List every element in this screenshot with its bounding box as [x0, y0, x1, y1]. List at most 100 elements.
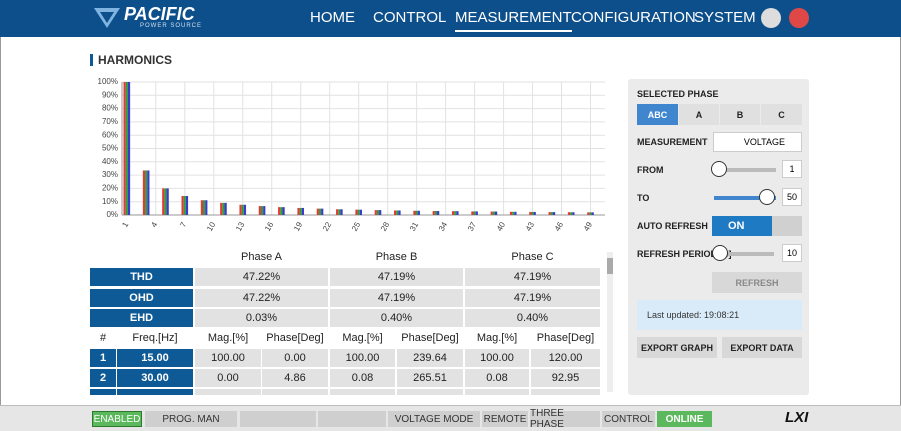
phase-option[interactable]: B [720, 104, 760, 125]
label: FROM [637, 165, 664, 175]
column-header: Phase[Deg] [536, 332, 595, 344]
y-tick-label: 30% [102, 170, 118, 179]
scrollbar[interactable] [607, 252, 613, 392]
toggle[interactable]: ON [712, 216, 802, 236]
summary-cell: 47.19% [330, 268, 463, 286]
logo: PACIFIC [124, 4, 195, 24]
y-tick-label: 0% [106, 210, 118, 219]
bar [280, 207, 283, 215]
x-tick-label: 40 [495, 220, 508, 233]
toggle-on[interactable]: ON [712, 216, 772, 236]
harmonic-cell: 92.95 [531, 369, 600, 387]
bar [183, 195, 186, 215]
nav-item[interactable]: HOME [310, 9, 355, 26]
x-tick-label: 25 [350, 220, 363, 233]
x-tick-label: 1 [120, 220, 130, 229]
bar [316, 208, 319, 215]
to-input[interactable]: 50 [782, 188, 802, 206]
x-tick-label: 37 [466, 220, 479, 233]
column-header: Mag.[%] [342, 332, 383, 344]
bar [434, 211, 438, 215]
bar [164, 188, 167, 215]
y-tick-label: 40% [102, 157, 118, 166]
status-empty [318, 411, 386, 427]
bar [282, 207, 285, 215]
bar [456, 211, 459, 215]
phase-option[interactable]: ABC [637, 104, 678, 125]
section-title: HARMONICS [98, 53, 172, 67]
nav-item[interactable]: CONFIGURATION [571, 9, 696, 26]
reload-button[interactable] [761, 8, 781, 28]
bar [220, 202, 223, 215]
x-tick-label: 16 [263, 220, 276, 233]
logo-mark [94, 8, 120, 28]
summary-cell: 47.22% [195, 288, 328, 307]
refresh-button[interactable]: REFRESH [712, 272, 802, 293]
from-input[interactable]: 1 [782, 160, 802, 178]
bar [125, 82, 128, 215]
bar [529, 211, 532, 215]
period-input[interactable]: 10 [782, 244, 802, 262]
column-header: Phase[Deg] [266, 332, 324, 344]
slider-handle[interactable] [712, 245, 728, 261]
bar [473, 211, 476, 215]
export-graph-button[interactable]: EXPORT GRAPH [637, 337, 717, 358]
bar [321, 208, 324, 215]
bar [200, 200, 204, 215]
measurement-select[interactable]: VOLTAGE [713, 132, 802, 152]
bar [258, 206, 261, 215]
summary-cell: 0.03% [195, 309, 328, 327]
label: SELECTED PHASE [637, 89, 719, 99]
slider-track [714, 196, 776, 200]
bar [374, 210, 377, 215]
x-tick-label: 49 [582, 220, 595, 233]
column-header: Mag.[%] [207, 332, 249, 344]
x-tick-label: 43 [524, 220, 537, 233]
bar [533, 211, 536, 215]
chart: 0% 10% 20% 30% 40% 50% 60% 70% 80% 90% 100% 1 4 7 10 13… [98, 77, 605, 233]
nav-item[interactable]: CONTROL [373, 9, 447, 26]
logo-sub: POWER SOURCE [140, 23, 203, 29]
bar [203, 200, 206, 215]
harmonic-cell: 100.00 [195, 349, 261, 367]
slider-handle[interactable] [759, 189, 775, 205]
column-header: Mag.[%] [476, 332, 518, 344]
status-item: VOLTAGE MODE [388, 411, 480, 427]
summary-cell: 0.40% [330, 309, 463, 327]
y-tick-label: 50% [102, 144, 118, 153]
bar [509, 211, 513, 215]
bar [589, 212, 592, 215]
nav-item[interactable]: SYSTEM [694, 9, 756, 26]
bar [570, 212, 573, 215]
cut-row [531, 389, 600, 395]
bar [181, 195, 184, 215]
column-header: Phase A [241, 251, 282, 263]
bar [336, 209, 339, 215]
x-tick-label: 28 [379, 220, 392, 233]
harmonic-cell: 239.64 [397, 349, 463, 367]
x-tick-label: 31 [408, 220, 421, 233]
slider-handle[interactable] [711, 161, 727, 177]
status-item: REMOTE [482, 411, 528, 427]
label: TO [637, 193, 650, 203]
bar [379, 210, 382, 215]
phase-option[interactable]: A [679, 104, 719, 125]
status-item: THREE PHASE [530, 408, 600, 430]
harmonic-cell: 4.86 [262, 369, 328, 387]
phase-option[interactable]: C [761, 104, 802, 125]
column-header: # [99, 332, 107, 344]
bar [340, 209, 343, 215]
row-key: 1 [90, 349, 116, 367]
nav-item-active[interactable]: MEASUREMENT [455, 9, 572, 32]
cut-row [397, 389, 463, 395]
scroll-thumb[interactable] [607, 258, 613, 274]
bar [299, 207, 302, 215]
bar [417, 210, 420, 215]
bar [471, 211, 474, 215]
label: MEASUREMENT [637, 137, 708, 147]
export-data-button[interactable]: EXPORT DATA [722, 337, 802, 358]
label: REFRESH PERIOD [S] [637, 249, 732, 259]
cut-row [330, 389, 395, 395]
bar [550, 212, 553, 215]
power-button[interactable] [789, 8, 809, 28]
